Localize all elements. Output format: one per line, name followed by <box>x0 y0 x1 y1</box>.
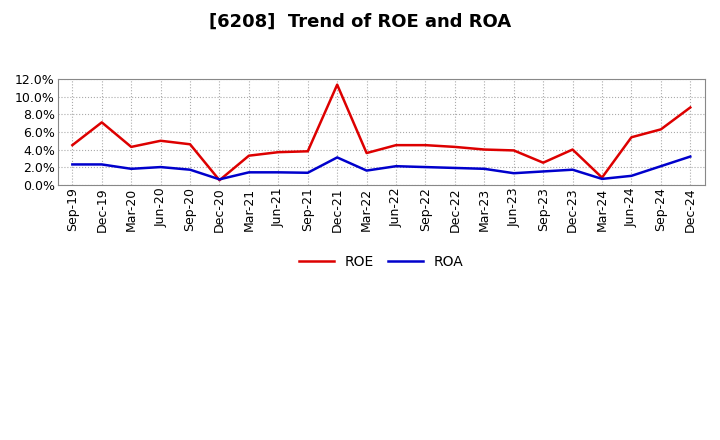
Line: ROA: ROA <box>73 157 690 180</box>
ROE <box>686 105 695 110</box>
ROE <box>510 148 518 153</box>
ROA <box>568 167 577 172</box>
ROE <box>568 147 577 152</box>
ROA <box>274 170 283 175</box>
ROA <box>686 154 695 159</box>
ROE <box>186 142 194 147</box>
ROA <box>539 169 547 174</box>
ROE <box>362 150 371 156</box>
ROA <box>68 162 77 167</box>
ROE <box>657 127 665 132</box>
ROE <box>480 147 489 152</box>
ROA <box>657 164 665 169</box>
ROA <box>598 176 606 182</box>
ROA <box>392 164 400 169</box>
Line: ROE: ROE <box>73 84 690 180</box>
Legend: ROE, ROA: ROE, ROA <box>294 249 469 275</box>
ROA <box>97 162 106 167</box>
ROE <box>156 138 165 143</box>
ROA <box>421 165 430 170</box>
ROE <box>127 144 135 150</box>
ROA <box>127 166 135 172</box>
ROE <box>68 143 77 148</box>
ROE <box>451 144 459 150</box>
ROA <box>362 168 371 173</box>
ROE <box>274 150 283 155</box>
ROA <box>245 170 253 175</box>
ROE <box>539 160 547 165</box>
ROE <box>303 149 312 154</box>
ROA <box>627 173 636 179</box>
Text: [6208]  Trend of ROE and ROA: [6208] Trend of ROE and ROA <box>209 13 511 31</box>
ROE <box>245 153 253 158</box>
ROA <box>215 177 224 182</box>
ROE <box>598 175 606 180</box>
ROE <box>627 135 636 140</box>
ROA <box>480 166 489 172</box>
ROA <box>156 165 165 170</box>
ROA <box>510 171 518 176</box>
ROE <box>421 143 430 148</box>
ROA <box>333 155 341 160</box>
ROE <box>97 120 106 125</box>
ROE <box>392 143 400 148</box>
ROA <box>303 170 312 176</box>
ROE <box>333 82 341 87</box>
ROA <box>186 167 194 172</box>
ROE <box>215 178 224 183</box>
ROA <box>451 165 459 171</box>
